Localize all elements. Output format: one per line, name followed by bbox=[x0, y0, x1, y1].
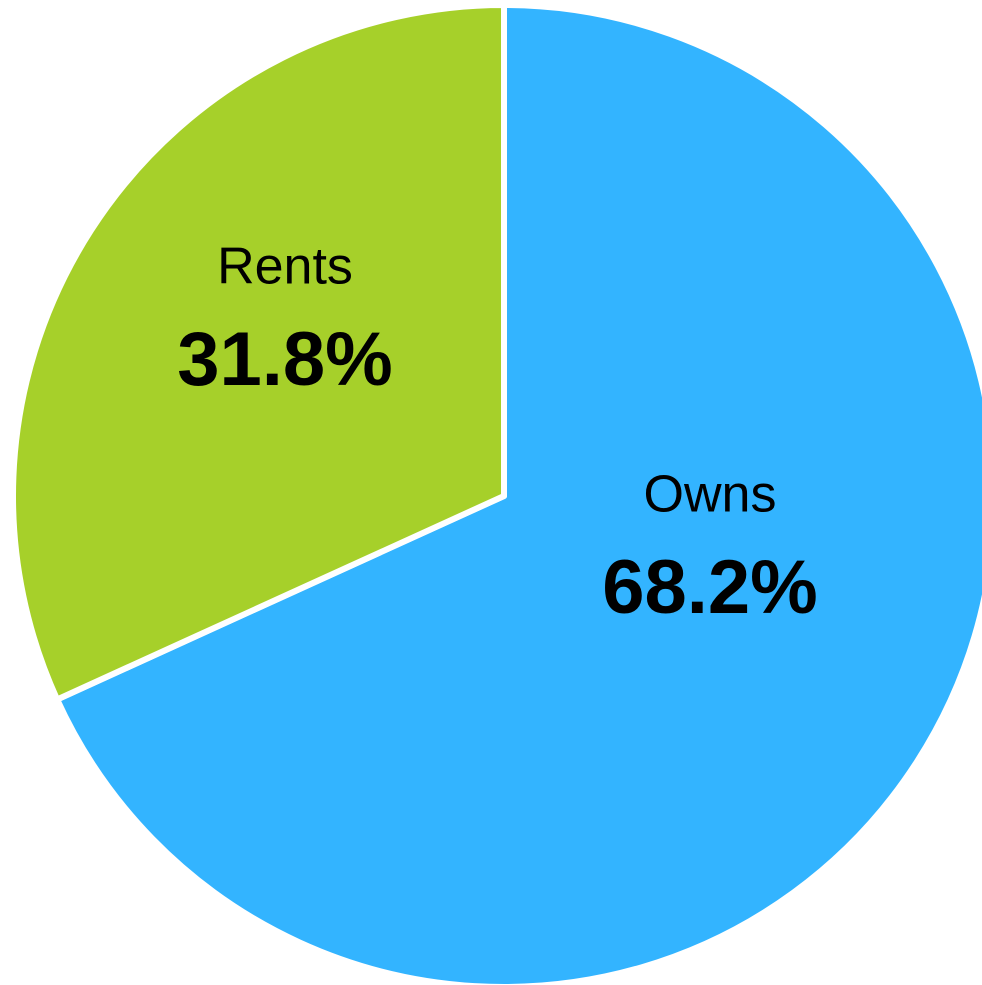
slice-value-label: 68.2% bbox=[602, 545, 818, 630]
slice-category-label: Owns bbox=[644, 466, 777, 524]
pie-slice bbox=[10, 2, 507, 703]
slice-category-label: Rents bbox=[217, 238, 353, 296]
pie-slice bbox=[54, 2, 982, 985]
slice-value-label: 31.8% bbox=[177, 317, 393, 402]
